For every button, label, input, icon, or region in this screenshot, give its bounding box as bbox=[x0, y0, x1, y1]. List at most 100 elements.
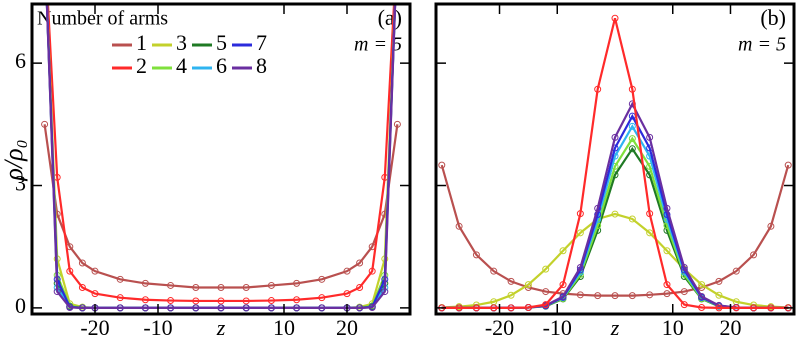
marker bbox=[715, 291, 723, 299]
marker bbox=[542, 265, 550, 273]
x-axis-label: z bbox=[216, 315, 226, 340]
marker bbox=[628, 145, 636, 153]
line bbox=[43, 124, 399, 289]
marker bbox=[594, 204, 602, 212]
marker bbox=[192, 304, 200, 312]
marker bbox=[167, 281, 175, 289]
marker bbox=[78, 283, 86, 291]
marker bbox=[356, 259, 364, 267]
marker bbox=[343, 290, 351, 298]
marker bbox=[455, 304, 463, 312]
y-tick-label: 3 bbox=[15, 171, 26, 196]
x-tick-label: -20 bbox=[485, 315, 514, 340]
marker bbox=[698, 292, 706, 300]
x-axis-label: z bbox=[610, 315, 620, 340]
marker bbox=[343, 267, 351, 275]
marker bbox=[167, 297, 175, 305]
marker bbox=[318, 294, 326, 302]
marker bbox=[732, 267, 740, 275]
x-tick-label: 20 bbox=[336, 315, 358, 340]
marker bbox=[611, 210, 619, 218]
legend-label: 1 bbox=[136, 30, 147, 55]
marker bbox=[78, 259, 86, 267]
marker bbox=[167, 304, 175, 312]
marker bbox=[576, 264, 584, 271]
marker bbox=[750, 304, 758, 312]
legend-label: 8 bbox=[256, 53, 267, 78]
marker bbox=[141, 296, 149, 304]
marker bbox=[356, 304, 364, 312]
marker bbox=[628, 85, 636, 93]
legend-label: 6 bbox=[216, 53, 227, 78]
marker bbox=[66, 303, 74, 311]
marker bbox=[628, 135, 636, 143]
marker bbox=[293, 304, 301, 312]
marker bbox=[242, 304, 250, 312]
panel-label: (b) bbox=[760, 5, 786, 30]
marker bbox=[393, 120, 401, 128]
marker bbox=[293, 279, 301, 287]
marker bbox=[594, 85, 602, 93]
marker bbox=[91, 290, 99, 298]
marker bbox=[217, 304, 225, 312]
marker bbox=[141, 304, 149, 312]
marker bbox=[472, 304, 480, 312]
marker bbox=[472, 251, 480, 259]
marker bbox=[267, 297, 275, 305]
marker bbox=[559, 281, 567, 289]
marker bbox=[53, 288, 61, 296]
marker bbox=[507, 277, 515, 285]
marker bbox=[646, 291, 654, 299]
marker bbox=[267, 281, 275, 289]
marker bbox=[192, 297, 200, 305]
marker bbox=[438, 161, 446, 169]
plot-area bbox=[41, 4, 401, 312]
legend-label: 4 bbox=[176, 53, 187, 78]
x-tick-label: -10 bbox=[143, 315, 172, 340]
marker bbox=[750, 251, 758, 259]
panel-label: (a) bbox=[378, 5, 402, 30]
marker bbox=[356, 283, 364, 291]
marker bbox=[559, 292, 567, 300]
marker bbox=[628, 122, 636, 130]
marker bbox=[680, 288, 688, 296]
marker bbox=[698, 303, 706, 311]
marker bbox=[646, 133, 654, 141]
marker bbox=[715, 277, 723, 285]
marker bbox=[542, 301, 550, 309]
y-tick-label: 6 bbox=[15, 48, 26, 73]
x-tick-label: 20 bbox=[719, 315, 741, 340]
marker bbox=[381, 288, 389, 296]
marker bbox=[116, 294, 124, 302]
marker bbox=[559, 247, 567, 255]
annotation: m = 5 bbox=[354, 34, 402, 56]
marker bbox=[576, 291, 584, 299]
line bbox=[441, 136, 789, 309]
marker bbox=[116, 275, 124, 283]
legend-label: 7 bbox=[256, 30, 267, 55]
marker bbox=[242, 297, 250, 305]
line bbox=[440, 164, 790, 297]
marker bbox=[576, 210, 584, 218]
plot-area bbox=[438, 14, 792, 312]
plot-frame bbox=[434, 2, 796, 316]
legend-label: 3 bbox=[176, 30, 187, 55]
marker bbox=[715, 304, 723, 312]
y-axis-label: ρ/ρ₀ bbox=[0, 139, 28, 181]
marker bbox=[611, 14, 619, 22]
x-tick-label: 10 bbox=[662, 315, 684, 340]
marker bbox=[318, 304, 326, 312]
annotation: m = 5 bbox=[738, 34, 786, 56]
marker bbox=[368, 303, 376, 311]
marker bbox=[217, 297, 225, 305]
marker bbox=[66, 267, 74, 275]
marker bbox=[267, 304, 275, 312]
marker bbox=[680, 264, 688, 271]
marker bbox=[192, 283, 200, 291]
marker bbox=[542, 288, 550, 296]
marker bbox=[293, 296, 301, 304]
marker bbox=[490, 267, 498, 275]
marker bbox=[663, 204, 671, 212]
marker bbox=[507, 291, 515, 299]
